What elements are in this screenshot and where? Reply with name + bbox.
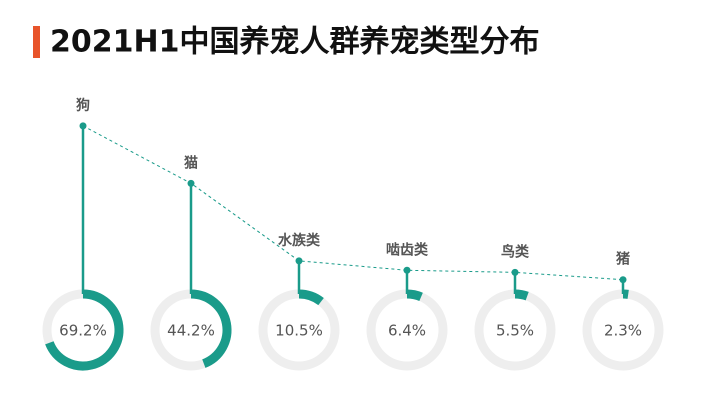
dot xyxy=(79,122,87,130)
ring-arc xyxy=(514,289,529,301)
value-label: 44.2% xyxy=(167,322,215,340)
category-label: 啮齿类 xyxy=(386,241,429,258)
category-label: 猪 xyxy=(615,251,630,268)
ring-arc xyxy=(45,289,124,371)
value-label: 5.5% xyxy=(496,322,534,340)
dot xyxy=(511,268,519,276)
trend-line xyxy=(82,125,624,281)
chart-title: 2021H1中国养宠人群养宠类型分布 xyxy=(50,25,539,60)
dot xyxy=(295,257,303,265)
ring-arc xyxy=(406,289,423,302)
dot xyxy=(403,266,411,274)
category-label: 鸟类 xyxy=(501,243,530,260)
ring-arc xyxy=(190,289,232,368)
title-accent xyxy=(33,26,40,58)
value-label: 10.5% xyxy=(275,322,323,340)
dot xyxy=(619,276,627,284)
category-label: 猫 xyxy=(184,154,198,171)
category-label: 狗 xyxy=(76,97,90,114)
dot xyxy=(187,179,195,187)
value-label: 69.2% xyxy=(59,322,107,340)
value-label: 6.4% xyxy=(388,322,426,340)
value-label: 2.3% xyxy=(604,322,642,340)
ring-arc xyxy=(298,289,324,306)
category-label: 水族类 xyxy=(278,232,321,249)
